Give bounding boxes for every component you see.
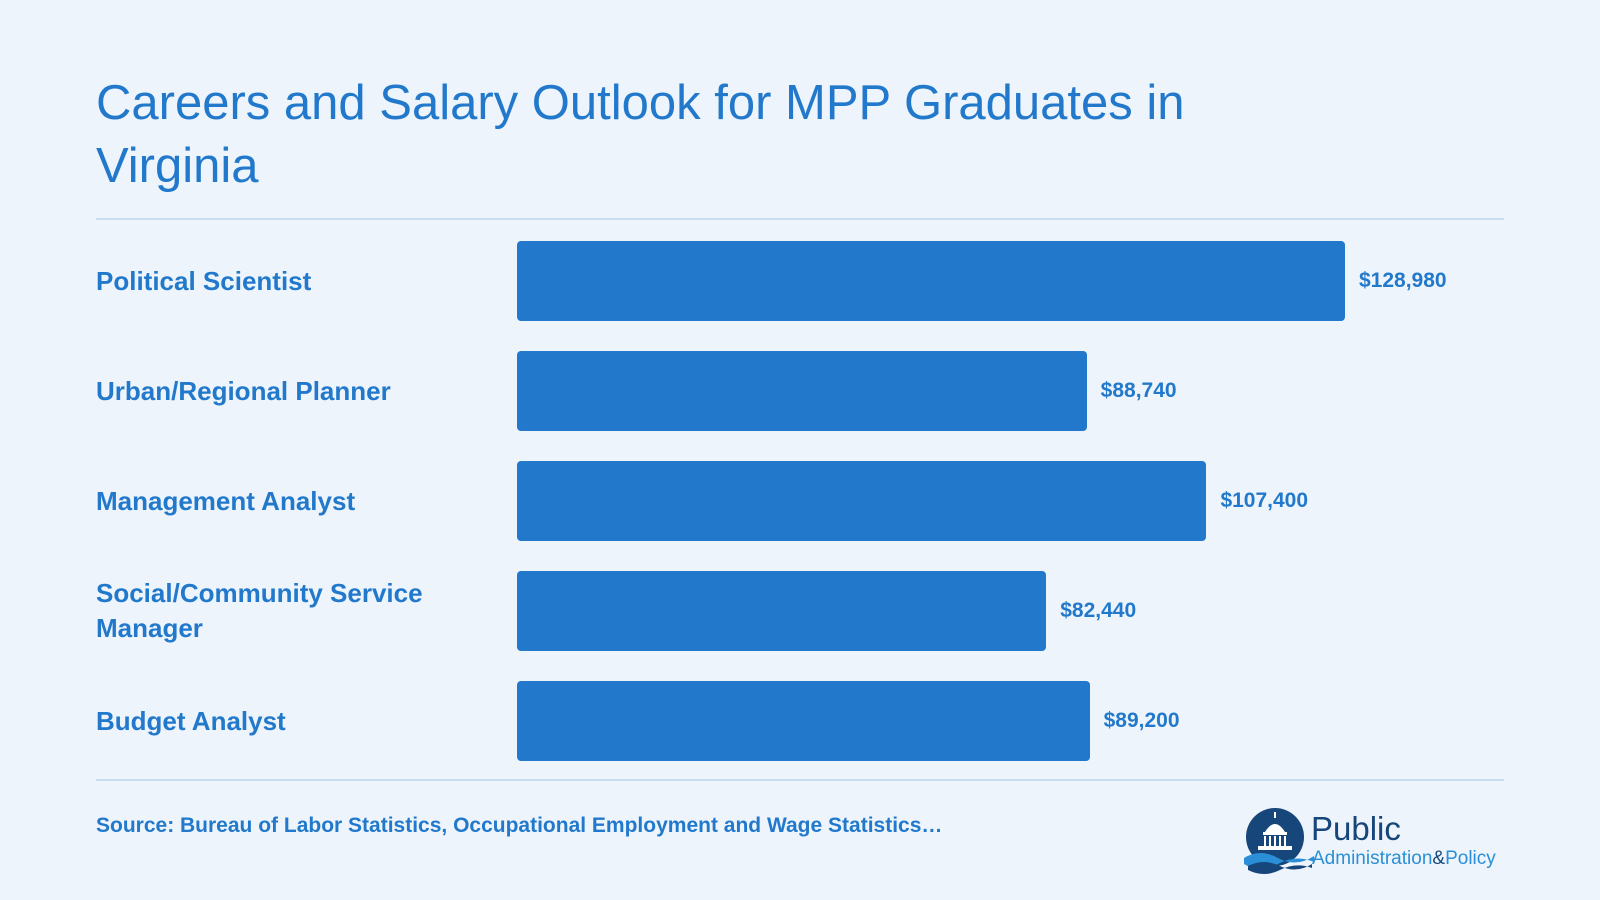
- category-label: Budget Analyst: [96, 705, 286, 736]
- top-divider: [96, 218, 1504, 220]
- data-label: $88,740: [1100, 379, 1177, 402]
- bar: [517, 351, 1087, 431]
- capitol-dome-icon: [1244, 808, 1314, 874]
- category-label: Social/Community Service Manager: [96, 578, 423, 643]
- data-label: $107,400: [1220, 489, 1309, 512]
- bottom-divider: [96, 779, 1504, 781]
- logo-ampersand: &: [1432, 848, 1446, 869]
- bar: [517, 571, 1047, 651]
- logo-administration-text: Administration: [1312, 848, 1433, 869]
- category-label: Management Analyst: [96, 485, 356, 516]
- bar: [517, 681, 1090, 761]
- category-label: Political Scientist: [96, 265, 312, 296]
- source-note: Source: Bureau of Labor Statistics, Occu…: [96, 814, 943, 837]
- logo-public-text: Public: [1311, 810, 1401, 847]
- category-label: Urban/Regional Planner: [96, 375, 391, 406]
- bar: [517, 461, 1207, 541]
- logo-subtitle: Administration&Policy: [1312, 848, 1496, 870]
- bar: [517, 241, 1345, 321]
- data-label: $89,200: [1103, 709, 1180, 732]
- brand-logo: Public Administration&Policy: [1244, 808, 1504, 874]
- chart-title: Careers and Salary Outlook for MPP Gradu…: [96, 76, 1185, 193]
- logo-policy-text: Policy: [1445, 848, 1496, 869]
- data-label: $128,980: [1359, 269, 1447, 292]
- data-label: $82,440: [1060, 599, 1137, 622]
